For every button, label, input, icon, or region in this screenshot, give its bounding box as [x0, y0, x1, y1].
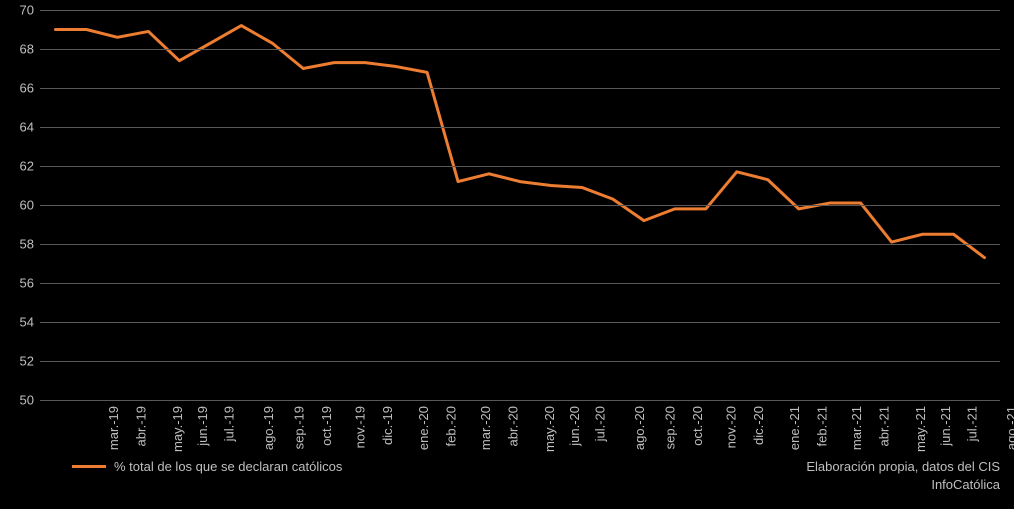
y-tick-label: 54 — [10, 315, 34, 330]
x-tick-label: may.-19 — [170, 406, 185, 452]
y-tick-label: 58 — [10, 237, 34, 252]
gridline — [40, 88, 1000, 89]
y-tick-label: 56 — [10, 276, 34, 291]
gridline — [40, 127, 1000, 128]
x-tick-label: abr.-21 — [877, 406, 892, 446]
y-tick-label: 50 — [10, 393, 34, 408]
y-tick-label: 64 — [10, 120, 34, 135]
x-tick-label: ago.-19 — [261, 406, 276, 450]
x-tick-label: oct.-20 — [690, 406, 705, 446]
x-tick-label: jun.-20 — [566, 406, 581, 446]
x-tick-label: feb.-21 — [815, 406, 830, 446]
x-tick-label: ene.-20 — [416, 406, 431, 450]
y-tick-label: 62 — [10, 159, 34, 174]
x-tick-label: jul.-21 — [965, 406, 980, 441]
x-tick-label: ago.-20 — [633, 406, 648, 450]
x-tick-label: sep.-19 — [291, 406, 306, 449]
y-tick-label: 60 — [10, 198, 34, 213]
x-tick-label: jul.-19 — [221, 406, 236, 441]
credit-line-2: InfoCatólica — [931, 477, 1000, 492]
x-tick-label: ene.-21 — [787, 406, 802, 450]
x-tick-label: oct.-19 — [319, 406, 334, 446]
gridline — [40, 361, 1000, 362]
y-tick-label: 66 — [10, 81, 34, 96]
y-tick-label: 68 — [10, 42, 34, 57]
gridline — [40, 283, 1000, 284]
x-tick-label: abr.-20 — [505, 406, 520, 446]
y-tick-label: 52 — [10, 354, 34, 369]
x-tick-label: nov.-19 — [352, 406, 367, 448]
plot-area — [40, 10, 1000, 400]
gridline — [40, 205, 1000, 206]
legend-label: % total de los que se declaran católicos — [114, 459, 342, 474]
gridline — [40, 49, 1000, 50]
gridline — [40, 322, 1000, 323]
x-tick-label: jul.-20 — [593, 406, 608, 441]
x-tick-label: jun.-19 — [195, 406, 210, 446]
x-tick-label: nov.-20 — [724, 406, 739, 448]
gridline — [40, 10, 1000, 11]
x-tick-label: feb.-20 — [443, 406, 458, 446]
x-tick-label: mar.-19 — [106, 406, 121, 450]
x-tick-label: ago.-21 — [1004, 406, 1014, 450]
x-tick-label: may.-20 — [542, 406, 557, 452]
gridline — [40, 166, 1000, 167]
x-tick-label: mar.-21 — [849, 406, 864, 450]
x-tick-label: sep.-20 — [663, 406, 678, 449]
y-tick-label: 70 — [10, 3, 34, 18]
credit-line-1: Elaboración propia, datos del CIS — [806, 459, 1000, 474]
x-tick-label: dic.-20 — [751, 406, 766, 445]
gridline — [40, 400, 1000, 401]
line-chart: % total de los que se declaran católicos… — [0, 0, 1014, 509]
x-tick-label: dic.-19 — [380, 406, 395, 445]
legend-swatch — [72, 465, 106, 468]
x-tick-label: mar.-20 — [478, 406, 493, 450]
x-tick-label: jun.-21 — [938, 406, 953, 446]
gridline — [40, 244, 1000, 245]
legend: % total de los que se declaran católicos — [72, 459, 342, 474]
x-tick-label: may.-21 — [913, 406, 928, 452]
x-tick-label: abr.-19 — [133, 406, 148, 446]
